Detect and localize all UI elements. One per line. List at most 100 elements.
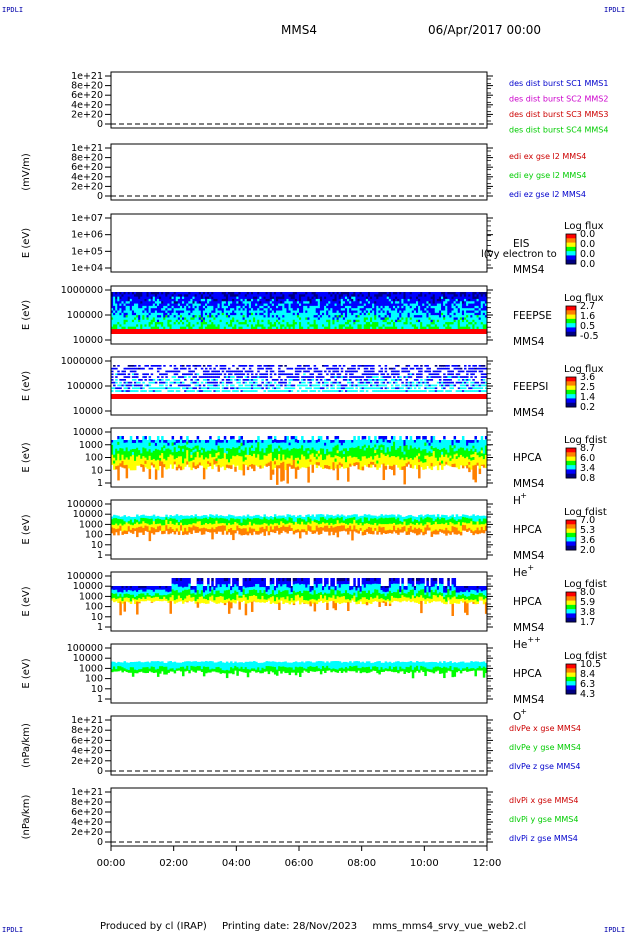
spectrogram-cell [386, 322, 390, 325]
spectrogram-cell [370, 322, 373, 325]
spectrogram-cell [338, 373, 342, 376]
spectrogram-cell [177, 390, 181, 392]
spectrogram-cell [353, 310, 356, 314]
spectrogram-cell [378, 329, 381, 334]
spectrogram-cell [395, 303, 398, 307]
spectrogram-cell [411, 296, 415, 300]
spectrogram-cell [420, 324, 423, 328]
spectrogram-cell [152, 298, 156, 302]
spectrogram-cell [196, 319, 200, 323]
spectrogram-cell [267, 326, 271, 330]
spectrogram-cell [255, 315, 258, 318]
spectrogram-cell [242, 298, 246, 302]
spectrogram-cell [390, 329, 394, 334]
spectrogram-cell [334, 308, 337, 311]
spectrogram-cell [250, 312, 254, 316]
spectrogram-cell [336, 322, 340, 325]
spectrogram-cell [171, 322, 175, 325]
spectrogram-cell [173, 326, 177, 330]
spectrogram-cell [269, 315, 273, 318]
spectrogram-cell [296, 296, 300, 300]
spectrogram-cell [184, 301, 187, 304]
spectrogram-cell [140, 317, 143, 321]
spectrogram-cell [271, 298, 275, 302]
spectrogram-cell [221, 370, 225, 373]
spectrogram-cell [119, 317, 122, 321]
spectrogram-cell [363, 317, 367, 321]
spectrogram-cell [250, 305, 254, 309]
spectrogram-cell [276, 319, 279, 323]
spectrogram-cell [292, 303, 296, 307]
spectrogram-cell [211, 317, 214, 321]
spectrogram-cell [434, 298, 438, 302]
spectrogram-cell [186, 292, 189, 295]
spectrogram-cell [420, 294, 423, 298]
spectrogram-cell [265, 312, 269, 316]
spectrogram-cell [321, 298, 325, 302]
spectrogram-cell [395, 317, 398, 321]
spectrogram-cell [221, 305, 225, 309]
spectrogram-cell [182, 365, 185, 367]
colorbar-segment-4 [566, 394, 576, 399]
spectrogram-cell [207, 305, 210, 309]
spectrogram-cell [432, 312, 436, 316]
spectrogram-cell [319, 308, 323, 311]
spectrogram-cell [443, 315, 446, 318]
spectrogram-cell [142, 319, 145, 323]
spectrogram-cell [453, 326, 457, 330]
spectrogram-cell [211, 305, 214, 309]
spectrogram-cell [136, 319, 139, 323]
spectrogram-cell [388, 312, 392, 316]
spectrogram-cell [278, 315, 281, 318]
spectrogram-cell [190, 319, 193, 323]
spectrogram-cell [380, 370, 383, 373]
spectrogram-cell [441, 308, 444, 311]
spectrogram-cell [422, 305, 425, 309]
spectrogram-cell [121, 294, 124, 298]
mission-title: MMS4 [281, 23, 317, 37]
ytick-label-4-0: 10000 [73, 406, 103, 417]
spectrogram-cell [123, 315, 127, 318]
spectrogram-cell [413, 301, 417, 304]
spectrogram-cell [113, 301, 116, 304]
spectrogram-cell [378, 294, 381, 298]
spectrogram-cell [202, 292, 206, 295]
spectrogram-cell [353, 317, 356, 321]
spectrogram-cell [288, 326, 292, 330]
spectrogram-cell [261, 387, 264, 390]
spectrogram-cell [250, 365, 254, 367]
spectrogram-cell [211, 326, 214, 330]
spectrogram-cell [326, 317, 329, 321]
spectrogram-cell [200, 317, 204, 321]
spectrogram-cell [148, 303, 152, 307]
spectrogram-cell [344, 312, 348, 316]
spectrogram-cell [315, 298, 319, 302]
spectrogram-cell [449, 319, 452, 323]
spectrogram-cell [161, 326, 164, 330]
spectrogram-cell [175, 367, 179, 370]
spectrogram-cell [165, 317, 168, 321]
spectrogram-cell [250, 310, 254, 314]
spectrogram-cell [334, 326, 337, 330]
spectrogram-cell [250, 329, 254, 334]
spectrogram-cell [309, 381, 312, 384]
spectrogram-cell [332, 301, 335, 304]
spectrogram-cell [200, 322, 204, 325]
spectrogram-cell [234, 322, 237, 325]
spectrogram-cell [248, 319, 252, 323]
spectrogram-cell [378, 324, 381, 328]
spectrogram-cell [432, 324, 436, 328]
spectrogram-cell [200, 305, 204, 309]
spectrogram-cell [234, 312, 237, 316]
spectrogram-cell [165, 329, 168, 334]
spectrogram-cell [330, 312, 333, 316]
spectrogram-cell [225, 329, 229, 334]
spectrogram-cell [403, 296, 406, 300]
spectrogram-cell [470, 376, 473, 378]
spectrogram-cell [315, 305, 319, 309]
spectrogram-cell [211, 294, 214, 298]
spectrogram-cell [388, 329, 392, 334]
spectrogram-cell [248, 324, 252, 328]
spectrogram-cell [432, 326, 436, 330]
spectrogram-cell [438, 296, 442, 300]
